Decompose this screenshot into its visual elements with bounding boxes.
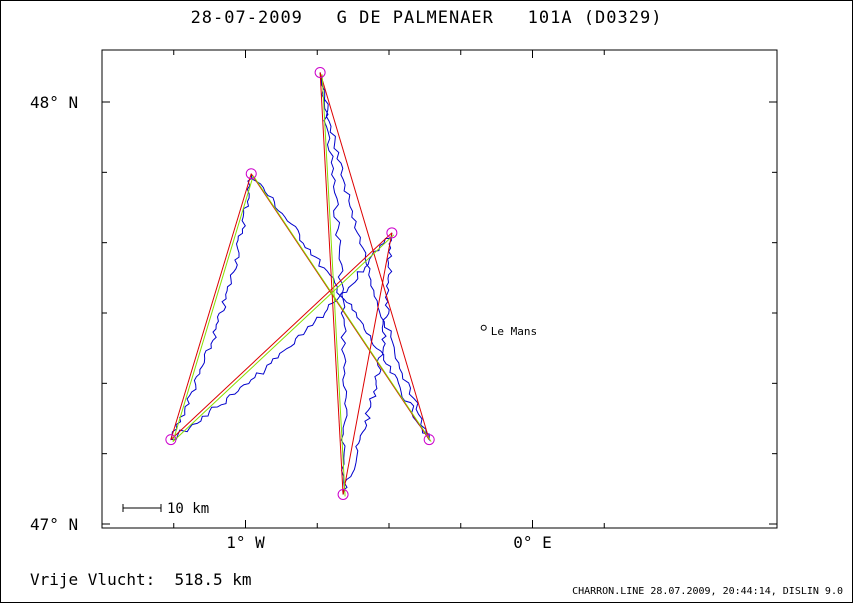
flight-distance: Vrije Vlucht: 518.5 km xyxy=(30,570,252,589)
turnpoint-icon xyxy=(165,434,177,446)
city-label: Le Mans xyxy=(491,325,537,338)
route-segment xyxy=(172,234,395,442)
turnpoint-icon xyxy=(314,66,326,78)
turnpoint-icon xyxy=(423,434,435,446)
map-border xyxy=(101,49,778,529)
lon-label: 0° E xyxy=(513,533,552,552)
route-segment xyxy=(170,232,393,440)
scale-bar: 10 km xyxy=(122,501,209,517)
turnpoint-icon xyxy=(337,488,349,500)
lon-label: 1° W xyxy=(226,533,265,552)
axis-labels: 48° N 47° N 1° W 0° E xyxy=(30,93,552,552)
page-title: 28-07-2009 G DE PALMENAER 101A (D0329) xyxy=(190,8,663,28)
credits: CHARRON.LINE 28.07.2009, 20:44:14, DISLI… xyxy=(572,586,843,597)
route-segment xyxy=(250,173,430,440)
route-segment xyxy=(170,173,252,440)
track-line xyxy=(170,72,430,495)
lat-label: 48° N xyxy=(30,93,78,112)
city-marker: Le Mans xyxy=(480,324,537,338)
lat-label: 47° N xyxy=(30,515,78,534)
flight-distance-label: Vrije Vlucht: xyxy=(30,570,156,589)
turnpoint-icon xyxy=(245,168,257,180)
flight-distance-value: 518.5 km xyxy=(174,570,252,589)
route-lines xyxy=(170,72,432,497)
route-segment xyxy=(319,72,430,440)
route-segment xyxy=(342,232,393,495)
route-segment xyxy=(319,72,344,495)
map-ticks xyxy=(101,50,777,528)
gps-track xyxy=(170,72,430,495)
route-segment xyxy=(321,74,346,497)
turnpoint-icon xyxy=(386,227,398,239)
route-segment xyxy=(172,175,254,442)
scale-label: 10 km xyxy=(167,501,209,517)
city-dot-icon xyxy=(480,324,487,331)
route-segment xyxy=(252,175,432,442)
turnpoints xyxy=(165,66,435,500)
